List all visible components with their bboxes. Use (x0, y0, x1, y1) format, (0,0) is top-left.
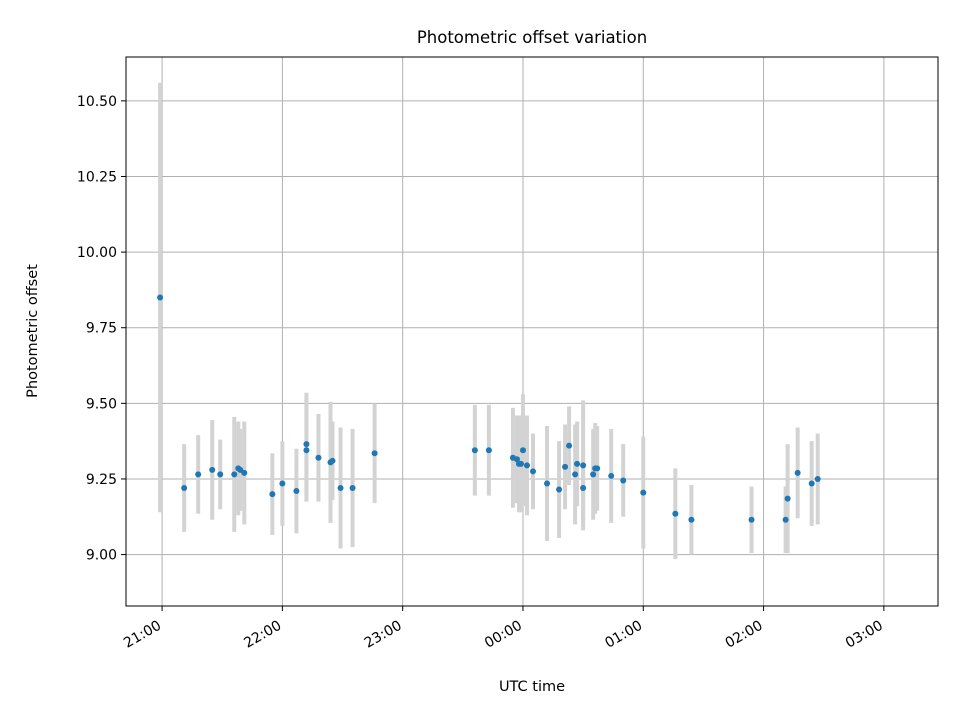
x-axis-label: UTC time (499, 679, 565, 695)
data-point (337, 485, 344, 492)
data-point (303, 447, 310, 454)
data-point (209, 466, 216, 473)
chart-title: Photometric offset variation (417, 28, 647, 47)
data-point (513, 456, 520, 463)
data-point (217, 471, 224, 478)
data-point (544, 480, 551, 487)
data-point (231, 471, 238, 478)
data-point (794, 469, 801, 476)
data-point (523, 462, 530, 469)
data-point (566, 442, 573, 449)
data-point (181, 485, 188, 492)
y-axis-label: Photometric offset (25, 264, 41, 398)
data-point (748, 516, 755, 523)
y-tick-label: 9.00 (86, 548, 117, 564)
y-axis: 9.00 9.25 9.50 9.75 10.00 10.25 10.50 (77, 94, 126, 564)
data-point (241, 469, 248, 476)
data-point (293, 488, 300, 495)
data-point (485, 447, 492, 454)
data-point (519, 447, 526, 454)
data-point (688, 516, 695, 523)
y-tick-label: 10.25 (77, 169, 117, 185)
data-point (279, 480, 286, 487)
y-tick-label: 10.50 (77, 94, 117, 110)
data-point (530, 468, 537, 475)
y-tick-label: 9.25 (86, 472, 117, 488)
data-point (590, 471, 597, 478)
data-point (574, 460, 581, 467)
data-point (782, 516, 789, 523)
data-point (471, 447, 478, 454)
plot-frame (125, 56, 939, 607)
data-point (594, 465, 601, 472)
data-point (608, 472, 615, 479)
data-point (814, 475, 821, 482)
data-point (620, 477, 627, 484)
data-point (303, 441, 310, 448)
data-point (195, 471, 202, 478)
data-point (562, 463, 569, 470)
data-point (329, 457, 336, 464)
data-point (556, 486, 563, 493)
data-point (672, 510, 679, 517)
y-tick-label: 10.00 (77, 245, 117, 261)
data-point (572, 471, 579, 478)
data-point (315, 454, 322, 461)
data-point (784, 495, 791, 502)
data-point (269, 491, 276, 498)
y-tick-label: 9.50 (86, 396, 117, 412)
y-tick-label: 9.75 (86, 321, 117, 337)
data-point (349, 485, 356, 492)
data-point (640, 489, 647, 496)
grid (126, 57, 938, 606)
data-point (580, 462, 587, 469)
data-point (517, 460, 524, 467)
data-point (371, 450, 378, 457)
data-point (580, 485, 587, 492)
data-point (157, 294, 164, 301)
data-points (157, 294, 821, 523)
data-point (808, 480, 815, 487)
